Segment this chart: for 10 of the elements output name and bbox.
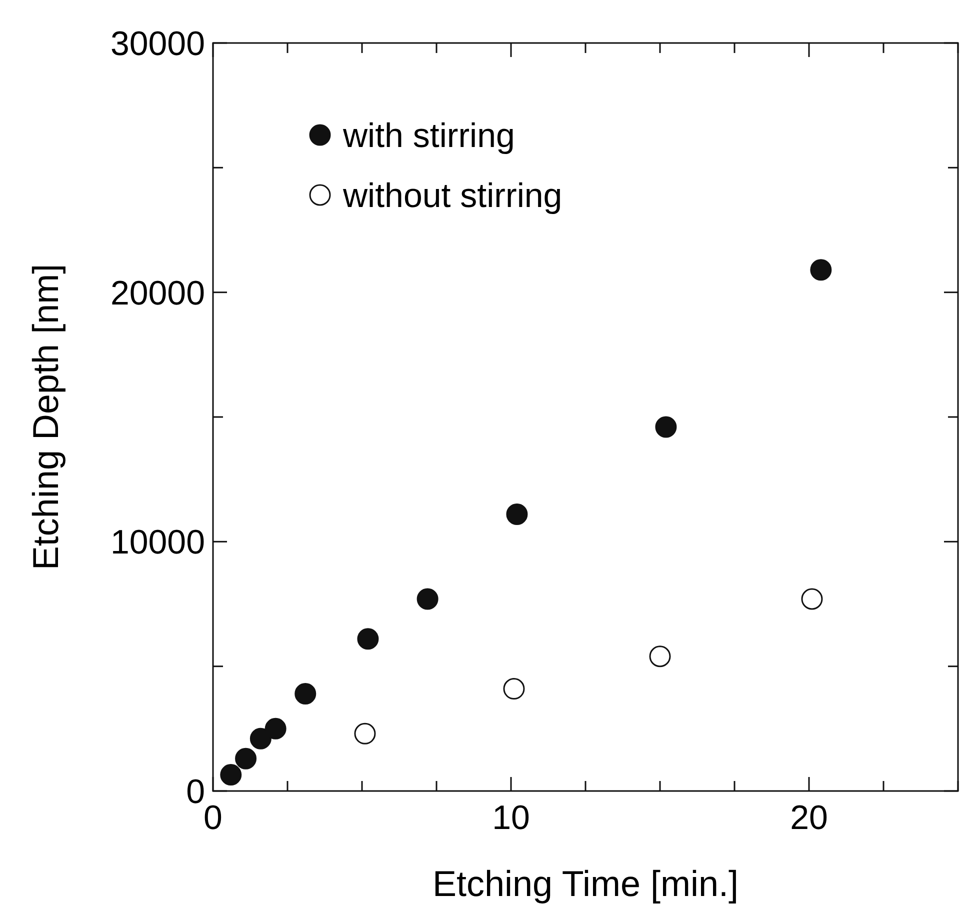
legend-label: without stirring [342, 177, 562, 215]
x-axis-title: Etching Time [min.] [432, 863, 739, 904]
y-tick-label: 30000 [110, 25, 205, 63]
y-tick-label: 20000 [110, 274, 205, 312]
y-tick-label: 0 [186, 773, 205, 811]
x-tick-label: 20 [790, 799, 828, 837]
x-tick-label: 10 [492, 799, 530, 837]
legend-label: with stirring [342, 117, 515, 155]
y-axis-title: Etching Depth [nm] [25, 264, 66, 570]
y-tick-label: 10000 [110, 524, 205, 562]
